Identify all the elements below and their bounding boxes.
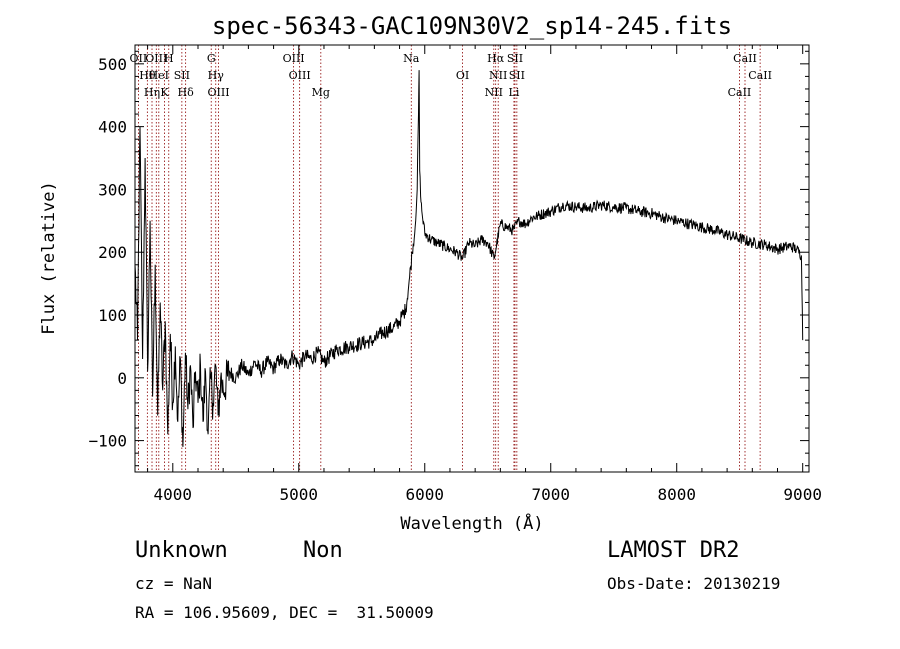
x-tick-label: 7000 [531,485,570,504]
y-tick-label: 300 [98,180,127,199]
x-tick-label: 8000 [657,485,696,504]
x-axis-label: Wavelength (Å) [400,512,543,534]
y-axis: −100 0 100 200 300 400 500 [88,50,809,467]
object-class: Unknown [135,538,228,563]
y-tick-label: 100 [98,306,127,325]
survey-name: LAMOST DR2 [607,538,740,563]
y-tick-label: −100 [88,432,127,451]
y-axis-label: Flux (relative) [39,181,59,335]
x-tick-label: 4000 [154,485,193,504]
y-tick-label: 400 [98,118,127,137]
chart-title: spec-56343-GAC109N30V2_sp14-245.fits [212,12,732,40]
x-tick-label: 5000 [280,485,319,504]
emission-line-label: G [207,52,216,65]
y-tick-label: 500 [98,55,127,74]
emission-line-label: SII [507,52,523,65]
emission-line-label: SII [174,69,190,82]
emission-line-label: NII [485,86,503,99]
emission-line-label: OIII [207,86,229,99]
emission-line-label: Li [509,86,520,99]
emission-line-label: Hη [144,86,160,99]
emission-line-label: HeI [149,69,169,82]
emission-line-label: K [160,86,169,99]
plot-frame [134,44,810,473]
emission-line-label: OIII [289,69,311,82]
emission-line-label: NII [489,69,507,82]
emission-line-label: OI [456,69,469,82]
y-tick-label: 0 [117,369,127,388]
x-axis: 4000 5000 6000 7000 8000 9000 [147,45,822,504]
y-tick-label: 200 [98,243,127,262]
emission-line-label: Hα [487,52,505,65]
x-tick-label: 6000 [405,485,444,504]
redshift-cz: cz = NaN [135,574,213,593]
emission-line-label: Na [403,52,420,65]
coordinates: RA = 106.95609, DEC = 31.50009 [135,603,434,622]
emission-line-label: Hθ [139,69,156,82]
emission-line-label: OIII [145,52,167,65]
emission-line-label: H [164,52,174,65]
emission-line-label: Hδ [178,86,195,99]
x-tick-label: 9000 [783,485,822,504]
emission-line-label: Mg [312,86,330,99]
emission-lines [138,45,761,472]
emission-line-label: CaII [733,52,757,65]
spectrum-line [134,70,804,447]
obs-date: Obs-Date: 20130219 [607,574,781,593]
emission-line-labels: OIIHθHηOIIIHeIKHSIIHδGHγOIIIOIIIOIIIMgNa… [130,52,772,99]
emission-line-label: OIII [283,52,305,65]
object-subclass: Non [303,538,343,563]
emission-line-label: Hγ [208,69,225,82]
emission-line-label: CaII [748,69,772,82]
emission-line-label: CaII [728,86,752,99]
emission-line-label: SII [509,69,525,82]
emission-line-label: OII [130,52,148,65]
